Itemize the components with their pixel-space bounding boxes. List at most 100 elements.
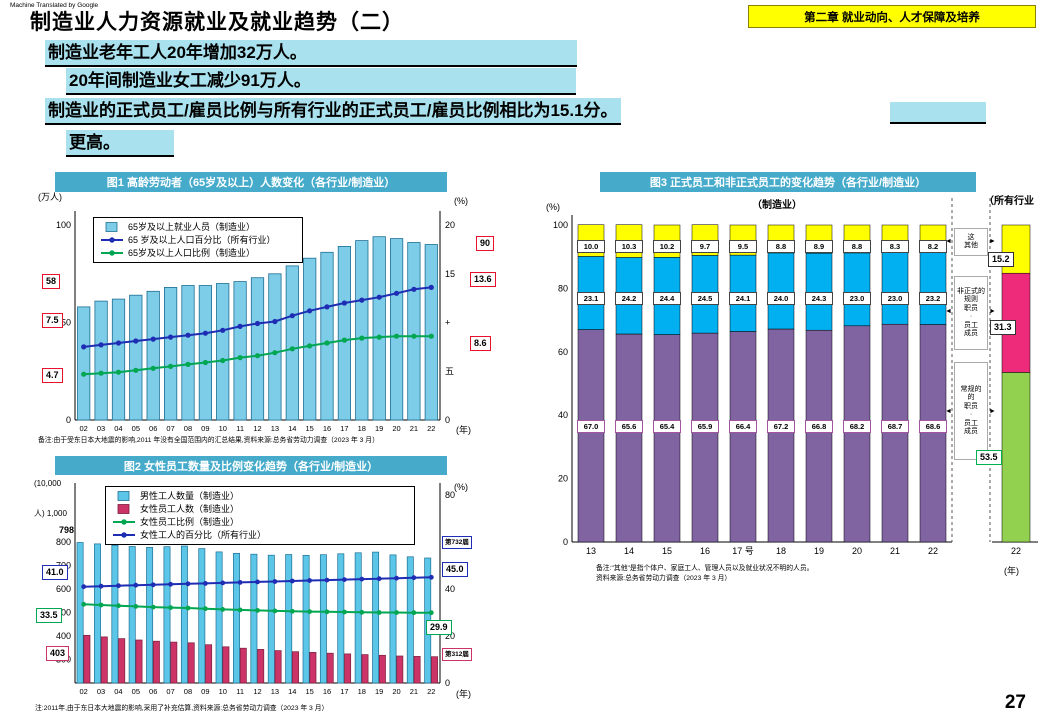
axis-label: (年) bbox=[456, 424, 471, 435]
fig2-marker bbox=[133, 582, 139, 588]
axis-label: 05 bbox=[132, 687, 140, 696]
fig2-marker bbox=[289, 578, 295, 584]
fig2-male-bar bbox=[285, 554, 293, 684]
fig3-group-label-manufacturing: （制造业） bbox=[752, 200, 802, 211]
axis-label: 15 bbox=[305, 687, 313, 696]
fig2-value-label: 第732届 bbox=[442, 536, 472, 549]
fig2-marker bbox=[203, 606, 208, 612]
fig2-value-label: 29.9 bbox=[426, 620, 452, 635]
axis-label: 15 bbox=[445, 269, 455, 279]
fig2-male-bar bbox=[215, 551, 223, 684]
fig3-stack-segment bbox=[729, 331, 757, 543]
fig1-marker bbox=[324, 340, 330, 346]
fig1-marker bbox=[341, 337, 347, 343]
fig3-bar-value: 8.8 bbox=[843, 240, 871, 253]
axis-label: 40 bbox=[445, 584, 455, 594]
axis-label: 09 bbox=[201, 424, 209, 433]
legend-label: 65岁及以上就业人员（制造业） bbox=[128, 222, 256, 232]
annotation-line: 常规的 bbox=[960, 385, 982, 393]
bullet-line-3: 制造业的正式员工/雇员比例与所有行业的正式员工/雇员比例相比为15.1分。 bbox=[45, 98, 621, 125]
fig3-stack-segment bbox=[615, 333, 643, 543]
axis-label: 15 bbox=[305, 424, 313, 433]
fig3-bar-value: 67.0 bbox=[577, 420, 605, 433]
fig2-panel: 图2 女性员工数量及比例变化趋势（各行业/制造业） 注:2011年,由于东日本大… bbox=[30, 450, 512, 720]
fig1-legend: 65岁及以上就业人员（制造业） 65 岁及以上人口百分比（所有行业） 65岁及以上人… bbox=[93, 217, 303, 263]
axis-label: (%) bbox=[454, 482, 468, 492]
fig2-female-bar bbox=[83, 634, 91, 684]
fig1-bar bbox=[216, 283, 230, 421]
fig3-stack-segment bbox=[691, 332, 719, 543]
bullet-line-1: 制造业老年工人20年增加32万人。 bbox=[45, 40, 577, 67]
fig2-titlebar: 图2 女性员工数量及比例变化趋势（各行业/制造业） bbox=[55, 456, 447, 475]
fig1-marker bbox=[81, 344, 87, 350]
fig1-bar bbox=[303, 257, 317, 421]
legend-item: 女性工人的百分比（所有行业） bbox=[112, 529, 408, 541]
fig2-marker bbox=[376, 576, 382, 582]
fig2-female-bar bbox=[135, 639, 143, 684]
fig2-male-bar bbox=[180, 545, 188, 684]
fig3-stack-segment bbox=[843, 325, 871, 543]
fig2-male-bar bbox=[76, 542, 84, 684]
fig3-stack-segment bbox=[805, 329, 833, 543]
axis-label: 20 bbox=[445, 220, 455, 230]
fig2-marker bbox=[220, 607, 226, 612]
legend-bar-swatch-icon bbox=[105, 222, 118, 232]
fig2-male-bar bbox=[163, 546, 171, 684]
fig3-bar-value: 24.4 bbox=[653, 292, 681, 305]
fig1-bar bbox=[233, 281, 247, 421]
arrow-right-icon: ► bbox=[989, 238, 996, 245]
legend-item: 女性员工人数（制造业） bbox=[112, 503, 408, 515]
axis-label: 12 bbox=[253, 687, 261, 696]
fig2-female-bar bbox=[396, 655, 404, 684]
bullet-line-2: 20年间制造业女工减少91万人。 bbox=[66, 68, 576, 95]
arrow-right-icon: ► bbox=[989, 308, 996, 315]
axis-label: (%) bbox=[454, 196, 468, 206]
fig1-marker bbox=[150, 336, 156, 342]
fig1-marker bbox=[359, 335, 365, 341]
axis-label: (10,000 bbox=[34, 479, 62, 488]
fig1-marker bbox=[220, 327, 226, 333]
fig2-marker bbox=[185, 581, 191, 587]
fig2-female-bar bbox=[100, 636, 108, 684]
legend-item: 65岁及以上人口比例（制造业） bbox=[100, 247, 296, 259]
legend-item: 女性员工比例（制造业） bbox=[112, 516, 408, 528]
fig1-bar bbox=[146, 290, 160, 421]
fig2-female-bar bbox=[239, 647, 247, 684]
fig3-chart: 13 14 15 16 17 号 18 19 20 21 22 22 100 80 60 40 20 0 (%) (… bbox=[546, 198, 1038, 576]
axis-label: 18 bbox=[358, 424, 366, 433]
fig2-note: 注:2011年,由于东日本大地震的影响,采用了补充估算,资料来源:总务省劳动力调… bbox=[35, 705, 329, 712]
fig3-note-2: 资料来源:总务省劳动力调查（2023 年 3 月） bbox=[596, 575, 732, 582]
axis-label: (年) bbox=[1004, 565, 1019, 576]
fig2-value-label: 45.0 bbox=[442, 562, 468, 577]
axis-label: 20 bbox=[392, 687, 400, 696]
fig1-marker bbox=[411, 333, 417, 339]
fig3-all-industries-segment bbox=[1001, 372, 1031, 543]
fig1-marker bbox=[359, 297, 365, 303]
fig1-value-label: 58 bbox=[42, 274, 61, 289]
axis-label: 80 bbox=[558, 283, 568, 293]
axis-label: 14 bbox=[288, 687, 296, 696]
fig1-marker bbox=[272, 318, 278, 325]
fig1-bar bbox=[407, 242, 421, 421]
fig2-marker bbox=[220, 580, 226, 586]
fig3-note-1: 备注:"其他"是指个体户、家庭工人、管理人员以及就业状况不明的人员。 bbox=[596, 565, 814, 572]
fig1-bar bbox=[268, 273, 282, 421]
fig1-bar bbox=[250, 277, 265, 421]
legend-label: 女性工人的百分比（所有行业） bbox=[140, 530, 267, 540]
fig3-bar-value: 24.3 bbox=[805, 292, 833, 305]
fig1-marker bbox=[168, 363, 174, 369]
fig3-stack-segment bbox=[767, 328, 795, 543]
legend-item: 65 岁及以上人口百分比（所有行业） bbox=[100, 234, 296, 246]
fig3-bar-value: 10.2 bbox=[653, 240, 681, 253]
fig2-marker bbox=[411, 575, 417, 581]
legend-line-swatch-icon bbox=[101, 237, 123, 243]
axis-label: 20 bbox=[392, 424, 400, 433]
bullet-3-text: 制造业的正式员工/雇员比例与所有行业的正式员工/雇员比例相比为15.1分。 bbox=[45, 98, 621, 125]
fig1-marker bbox=[289, 346, 295, 352]
fig1-value-label: 4.7 bbox=[42, 368, 63, 383]
bullet-1-text: 制造业老年工人20年增加32万人。 bbox=[45, 40, 577, 67]
fig2-marker bbox=[376, 610, 382, 615]
fig1-marker bbox=[307, 308, 313, 314]
axis-label: 19 bbox=[375, 687, 383, 696]
fig2-male-bar bbox=[198, 548, 206, 684]
